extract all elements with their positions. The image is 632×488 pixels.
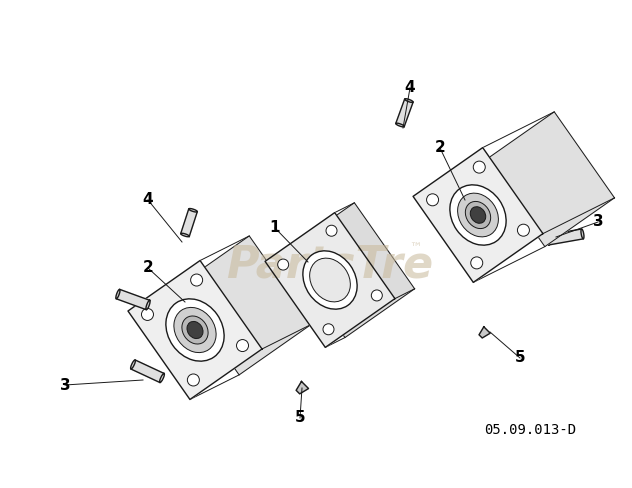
Polygon shape bbox=[547, 229, 583, 245]
Text: 3: 3 bbox=[593, 215, 604, 229]
Circle shape bbox=[326, 225, 337, 236]
Ellipse shape bbox=[538, 165, 561, 194]
Text: 4: 4 bbox=[143, 192, 154, 207]
Polygon shape bbox=[265, 213, 395, 347]
Polygon shape bbox=[128, 261, 262, 400]
Text: 1: 1 bbox=[270, 221, 280, 236]
Circle shape bbox=[427, 194, 439, 206]
Polygon shape bbox=[413, 147, 543, 283]
Polygon shape bbox=[131, 360, 164, 383]
Ellipse shape bbox=[181, 233, 190, 237]
Polygon shape bbox=[177, 236, 311, 375]
Circle shape bbox=[323, 324, 334, 335]
Text: 5: 5 bbox=[295, 410, 305, 426]
Polygon shape bbox=[285, 203, 415, 338]
Text: PartsTre: PartsTre bbox=[226, 244, 434, 286]
Circle shape bbox=[372, 290, 382, 301]
Ellipse shape bbox=[547, 235, 549, 245]
Ellipse shape bbox=[396, 123, 404, 127]
Ellipse shape bbox=[303, 251, 357, 309]
Ellipse shape bbox=[581, 184, 584, 194]
Ellipse shape bbox=[233, 290, 256, 321]
Ellipse shape bbox=[467, 201, 489, 229]
Text: 2: 2 bbox=[143, 261, 154, 276]
Ellipse shape bbox=[450, 185, 506, 245]
Ellipse shape bbox=[458, 193, 499, 237]
Circle shape bbox=[236, 340, 248, 351]
Text: 5: 5 bbox=[514, 350, 525, 366]
Ellipse shape bbox=[182, 316, 208, 344]
Ellipse shape bbox=[183, 315, 207, 345]
Polygon shape bbox=[547, 184, 583, 200]
Circle shape bbox=[277, 259, 289, 270]
Ellipse shape bbox=[146, 300, 150, 310]
Polygon shape bbox=[116, 289, 150, 310]
Circle shape bbox=[142, 308, 154, 321]
Ellipse shape bbox=[131, 360, 135, 369]
Circle shape bbox=[518, 224, 530, 236]
Ellipse shape bbox=[470, 207, 486, 224]
Circle shape bbox=[471, 257, 483, 269]
Polygon shape bbox=[396, 99, 413, 126]
Circle shape bbox=[473, 161, 485, 173]
Ellipse shape bbox=[166, 299, 224, 361]
Polygon shape bbox=[485, 112, 614, 246]
Ellipse shape bbox=[160, 373, 164, 383]
Ellipse shape bbox=[174, 307, 216, 353]
Polygon shape bbox=[296, 382, 308, 394]
Text: 3: 3 bbox=[59, 378, 70, 392]
Ellipse shape bbox=[187, 322, 203, 339]
Text: 05.09.013-D: 05.09.013-D bbox=[484, 423, 576, 437]
Ellipse shape bbox=[189, 208, 197, 212]
Circle shape bbox=[187, 374, 199, 386]
Polygon shape bbox=[181, 209, 197, 236]
Ellipse shape bbox=[547, 190, 549, 200]
Ellipse shape bbox=[581, 229, 584, 239]
Ellipse shape bbox=[404, 99, 413, 102]
Text: ™: ™ bbox=[409, 242, 422, 255]
Ellipse shape bbox=[310, 258, 350, 302]
Polygon shape bbox=[479, 327, 490, 338]
Ellipse shape bbox=[116, 289, 120, 299]
Text: 4: 4 bbox=[404, 81, 415, 96]
Circle shape bbox=[191, 274, 203, 286]
Text: 2: 2 bbox=[435, 141, 446, 156]
Ellipse shape bbox=[465, 202, 490, 228]
